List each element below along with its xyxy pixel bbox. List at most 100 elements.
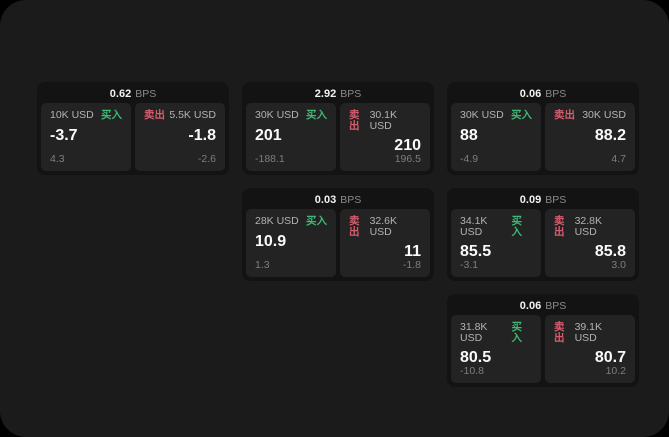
spread-value: 0.06	[519, 88, 542, 100]
sell-panel-top: 卖出 30K USD	[554, 110, 626, 121]
buy-panel-top: 34.1K USD 买入	[460, 216, 532, 237]
sell-side-label: 卖出	[144, 109, 165, 121]
sell-change: 10.2	[605, 365, 626, 377]
buy-amount: 30K USD	[255, 109, 299, 121]
quote-card: 0.09 BPS 34.1K USD 买入 85.5 -3.1 卖出 32.8K…	[447, 188, 639, 281]
sell-price: 88.2	[594, 126, 626, 144]
quote-body: 34.1K USD 买入 85.5 -3.1 卖出 32.8K USD 85.8…	[451, 209, 635, 277]
sell-panel[interactable]: 卖出 32.6K USD 11 -1.8	[340, 209, 430, 277]
sell-amount: 39.1K USD	[574, 321, 603, 344]
sell-panel[interactable]: 卖出 30.1K USD 210 196.5	[340, 103, 430, 171]
spread-unit: BPS	[545, 88, 567, 100]
buy-price: -3.7	[50, 126, 78, 144]
sell-amount: 5.5K USD	[169, 109, 216, 121]
sell-change: 3.0	[611, 259, 626, 271]
sell-panel[interactable]: 卖出 39.1K USD 80.7 10.2	[545, 315, 635, 383]
quote-card: 0.62 BPS 10K USD 买入 -3.7 4.3 卖出 5.5K USD	[37, 82, 229, 175]
sell-change: -2.6	[197, 152, 216, 165]
buy-price: 88	[460, 126, 478, 144]
sell-panel-top: 卖出 32.8K USD	[554, 216, 626, 237]
buy-panel-top: 31.8K USD 买入	[460, 322, 532, 343]
quote-card: 0.06 BPS 31.8K USD 买入 80.5 -10.8 卖出 39.1…	[447, 294, 639, 387]
buy-change: -10.8	[460, 365, 484, 377]
sell-change: -1.8	[402, 259, 421, 271]
buy-change: -188.1	[255, 152, 285, 165]
sell-amount: 30K USD	[582, 109, 626, 121]
sell-panel[interactable]: 卖出 5.5K USD -1.8 -2.6	[135, 103, 225, 171]
buy-side-label: 买入	[306, 215, 327, 227]
sell-change: 196.5	[394, 153, 421, 165]
spread-header: 0.06 BPS	[451, 85, 635, 103]
buy-side-label: 买入	[101, 109, 122, 121]
sell-price: 80.7	[594, 349, 626, 366]
buy-panel[interactable]: 30K USD 买入 201 -188.1	[246, 103, 336, 171]
sell-amount: 32.6K USD	[369, 215, 398, 238]
spread-value: 0.03	[314, 194, 337, 206]
sell-side-label: 卖出	[554, 109, 575, 121]
spread-header: 0.09 BPS	[451, 191, 635, 209]
sell-panel[interactable]: 卖出 32.8K USD 85.8 3.0	[545, 209, 635, 277]
buy-price: 85.5	[460, 243, 492, 260]
buy-side-label: 买入	[306, 109, 327, 121]
sell-change: 4.7	[611, 152, 626, 165]
spread-unit: BPS	[135, 88, 157, 100]
sell-panel-top: 卖出 30.1K USD	[349, 110, 421, 131]
sell-amount: 30.1K USD	[369, 109, 398, 132]
buy-amount: 10K USD	[50, 109, 94, 121]
spread-unit: BPS	[340, 88, 362, 100]
sell-price: 11	[404, 243, 421, 260]
spread-unit: BPS	[340, 194, 362, 206]
sell-panel-top: 卖出 39.1K USD	[554, 322, 626, 343]
spread-header: 0.06 BPS	[451, 297, 635, 315]
buy-price: 80.5	[460, 349, 492, 366]
spread-value: 2.92	[314, 88, 337, 100]
buy-change: -3.1	[460, 259, 479, 271]
buy-panel[interactable]: 34.1K USD 买入 85.5 -3.1	[451, 209, 541, 277]
quote-body: 30K USD 买入 88 -4.9 卖出 30K USD 88.2 4.7	[451, 103, 635, 171]
sell-price: 85.8	[594, 243, 626, 260]
quote-grid: 0.62 BPS 10K USD 买入 -3.7 4.3 卖出 5.5K USD	[37, 82, 639, 387]
spread-value: 0.62	[109, 88, 132, 100]
buy-change: -4.9	[460, 152, 479, 165]
spread-unit: BPS	[545, 300, 567, 312]
quote-body: 31.8K USD 买入 80.5 -10.8 卖出 39.1K USD 80.…	[451, 315, 635, 383]
buy-panel[interactable]: 10K USD 买入 -3.7 4.3	[41, 103, 131, 171]
spread-value: 0.06	[519, 300, 542, 312]
sell-price: 210	[394, 137, 421, 154]
buy-amount: 28K USD	[255, 215, 299, 227]
quote-card: 0.03 BPS 28K USD 买入 10.9 1.3 卖出 32.6K US…	[242, 188, 434, 281]
quote-body: 10K USD 买入 -3.7 4.3 卖出 5.5K USD -1.8 -2.…	[41, 103, 225, 171]
sell-panel-top: 卖出 32.6K USD	[349, 216, 421, 237]
buy-panel[interactable]: 31.8K USD 买入 80.5 -10.8	[451, 315, 541, 383]
spread-value: 0.09	[519, 194, 542, 206]
buy-amount: 30K USD	[460, 109, 504, 121]
spread-header: 2.92 BPS	[246, 85, 430, 103]
quote-card: 2.92 BPS 30K USD 买入 201 -188.1 卖出 30.1K …	[242, 82, 434, 175]
buy-price: 10.9	[255, 232, 287, 250]
buy-side-label: 买入	[511, 109, 532, 121]
buy-panel[interactable]: 30K USD 买入 88 -4.9	[451, 103, 541, 171]
sell-panel-top: 卖出 5.5K USD	[144, 110, 216, 121]
spread-unit: BPS	[545, 194, 567, 206]
buy-amount: 34.1K USD	[460, 215, 488, 238]
quote-body: 30K USD 买入 201 -188.1 卖出 30.1K USD 210 1…	[246, 103, 430, 171]
buy-panel[interactable]: 28K USD 买入 10.9 1.3	[246, 209, 336, 277]
buy-panel-top: 10K USD 买入	[50, 110, 122, 121]
buy-change: 4.3	[50, 152, 65, 165]
sell-side-label: 卖出	[349, 109, 360, 132]
buy-panel-top: 30K USD 买入	[460, 110, 532, 121]
sell-price: -1.8	[188, 126, 216, 144]
sell-panel[interactable]: 卖出 30K USD 88.2 4.7	[545, 103, 635, 171]
sell-side-label: 卖出	[554, 215, 565, 238]
sell-side-label: 卖出	[349, 215, 360, 238]
sell-amount: 32.8K USD	[574, 215, 603, 238]
buy-panel-top: 30K USD 买入	[255, 110, 327, 121]
buy-change: 1.3	[255, 258, 270, 271]
quote-card: 0.06 BPS 30K USD 买入 88 -4.9 卖出 30K USD	[447, 82, 639, 175]
buy-side-label: 买入	[511, 321, 522, 344]
spread-header: 0.62 BPS	[41, 85, 225, 103]
buy-amount: 31.8K USD	[460, 321, 488, 344]
buy-side-label: 买入	[511, 215, 522, 238]
spread-header: 0.03 BPS	[246, 191, 430, 209]
